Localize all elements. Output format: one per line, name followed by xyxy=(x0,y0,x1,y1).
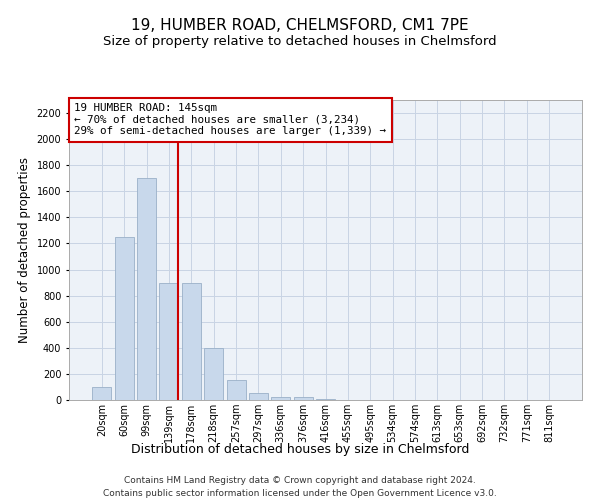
Bar xyxy=(115,237,134,400)
Bar xyxy=(160,282,178,400)
Text: 19, HUMBER ROAD, CHELMSFORD, CM1 7PE: 19, HUMBER ROAD, CHELMSFORD, CM1 7PE xyxy=(131,18,469,32)
Y-axis label: Number of detached properties: Number of detached properties xyxy=(18,157,31,343)
Bar xyxy=(227,380,245,400)
Bar xyxy=(92,387,112,400)
Bar xyxy=(249,394,268,400)
Text: Contains public sector information licensed under the Open Government Licence v3: Contains public sector information licen… xyxy=(103,489,497,498)
Text: Distribution of detached houses by size in Chelmsford: Distribution of detached houses by size … xyxy=(131,442,469,456)
Bar xyxy=(204,348,223,400)
Text: Size of property relative to detached houses in Chelmsford: Size of property relative to detached ho… xyxy=(103,35,497,48)
Text: 19 HUMBER ROAD: 145sqm
← 70% of detached houses are smaller (3,234)
29% of semi-: 19 HUMBER ROAD: 145sqm ← 70% of detached… xyxy=(74,103,386,136)
Bar xyxy=(271,396,290,400)
Bar xyxy=(137,178,156,400)
Text: Contains HM Land Registry data © Crown copyright and database right 2024.: Contains HM Land Registry data © Crown c… xyxy=(124,476,476,485)
Bar xyxy=(293,396,313,400)
Bar xyxy=(182,282,201,400)
